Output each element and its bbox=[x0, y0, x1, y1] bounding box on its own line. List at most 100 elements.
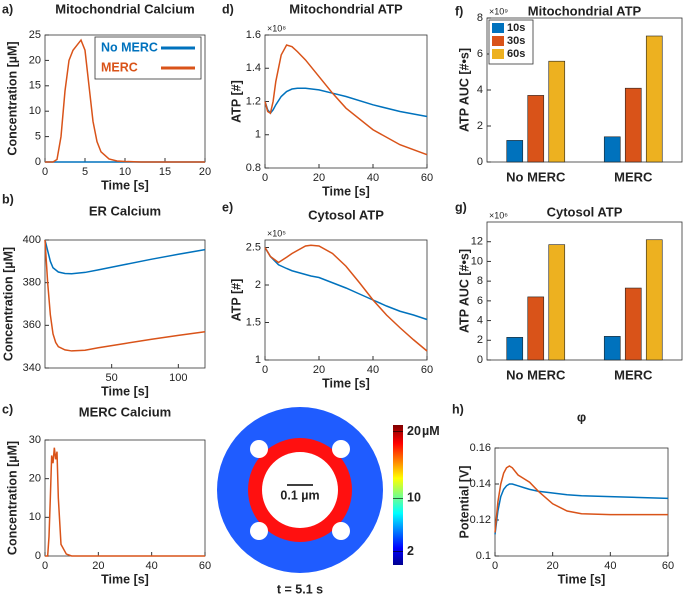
bar bbox=[527, 296, 545, 361]
bar bbox=[624, 87, 642, 163]
scale-bar-label: 0.1 µm bbox=[280, 488, 319, 502]
y-tick-label: 8 bbox=[477, 275, 483, 287]
axis-exponent: ×10⁵ bbox=[267, 228, 286, 238]
plot-frame bbox=[264, 34, 428, 169]
legend-label: No MERC bbox=[101, 40, 158, 54]
y-tick-label: 2 bbox=[477, 120, 483, 132]
y-tick-label: 380 bbox=[23, 277, 41, 289]
x-tick-label: 20 bbox=[199, 166, 211, 178]
y-tick-label: 0.12 bbox=[470, 514, 491, 526]
x-tick-label: 0 bbox=[262, 172, 268, 184]
x-tick-label: 0 bbox=[42, 560, 48, 572]
y-tick-label: 10 bbox=[29, 511, 41, 523]
bar bbox=[603, 136, 621, 163]
chart-title: Mitochondrial Calcium bbox=[55, 1, 194, 16]
y-tick-label: 0.16 bbox=[470, 442, 491, 454]
legend-swatch bbox=[492, 36, 504, 46]
chart-title: ER Calcium bbox=[89, 203, 161, 218]
x-axis-label: Time [s] bbox=[101, 572, 149, 586]
y-tick-label: 1.6 bbox=[246, 29, 261, 41]
time-caption: t = 5.1 s bbox=[277, 582, 323, 596]
bar bbox=[548, 60, 566, 163]
x-axis-label: Time [s] bbox=[101, 384, 149, 398]
y-axis-label: Concentration [µM] bbox=[1, 247, 15, 361]
y-tick-label: 5 bbox=[35, 131, 41, 143]
x-tick-label: 0 bbox=[492, 560, 498, 572]
x-tick-label: No MERC bbox=[506, 367, 566, 382]
axis-exponent: ×10⁸ bbox=[267, 23, 286, 33]
plot-frame bbox=[44, 439, 206, 557]
y-tick-label: 30 bbox=[29, 434, 41, 446]
legend-label: 60s bbox=[507, 48, 525, 60]
bar bbox=[527, 95, 545, 163]
x-tick-label: 10 bbox=[119, 166, 131, 178]
legend-label: MERC bbox=[101, 60, 138, 74]
y-tick-label: 6 bbox=[477, 295, 483, 307]
series-line bbox=[264, 44, 428, 156]
y-axis-label: Concentration [µM] bbox=[5, 41, 19, 155]
y-tick-label: 1.2 bbox=[246, 95, 261, 107]
series-line bbox=[45, 447, 205, 557]
chart-title: MERC Calcium bbox=[79, 404, 171, 419]
x-tick-label: 40 bbox=[146, 560, 158, 572]
y-tick-label: 2 bbox=[255, 279, 261, 291]
plot-frame bbox=[44, 239, 206, 369]
chart-title: Mitochondrial ATP bbox=[289, 1, 403, 16]
x-tick-label: 20 bbox=[313, 172, 325, 184]
y-tick-label: 4 bbox=[477, 314, 483, 326]
y-tick-label: 1.4 bbox=[246, 62, 261, 74]
x-tick-label: 40 bbox=[367, 172, 379, 184]
y-tick-label: 10 bbox=[471, 255, 483, 267]
x-axis-label: Time [s] bbox=[101, 178, 149, 192]
series-line bbox=[44, 239, 206, 352]
y-tick-label: 20 bbox=[29, 473, 41, 485]
colorbar-tick-label: 2 bbox=[407, 544, 414, 558]
series-line bbox=[44, 239, 206, 275]
y-tick-label: 400 bbox=[23, 234, 41, 246]
y-axis-label: ATP AUC [#•s] bbox=[457, 249, 471, 333]
y-tick-label: 340 bbox=[23, 362, 41, 374]
legend-label: 10s bbox=[507, 22, 525, 34]
panel-label: e) bbox=[222, 200, 233, 214]
chart-title: φ bbox=[577, 409, 586, 424]
y-axis-label: ATP [#] bbox=[229, 279, 243, 322]
panel-label: d) bbox=[222, 2, 234, 16]
y-tick-label: 1.5 bbox=[246, 316, 261, 328]
panel-label: h) bbox=[452, 402, 464, 416]
x-axis-label: Time [s] bbox=[322, 184, 370, 198]
y-tick-label: 360 bbox=[23, 319, 41, 331]
x-tick-label: 0 bbox=[42, 166, 48, 178]
y-tick-label: 0.14 bbox=[470, 478, 491, 490]
plot-frame bbox=[494, 447, 669, 557]
y-tick-label: 8 bbox=[477, 12, 483, 24]
y-tick-label: 12 bbox=[471, 236, 483, 248]
y-axis-label: Potential [V] bbox=[457, 466, 471, 539]
y-tick-label: 10 bbox=[29, 105, 41, 117]
series-line bbox=[264, 244, 428, 352]
x-tick-label: MERC bbox=[614, 367, 653, 382]
bar bbox=[645, 35, 663, 163]
ring-image bbox=[217, 407, 403, 573]
colorbar-unit: µM bbox=[422, 424, 440, 438]
x-tick-label: 20 bbox=[313, 364, 325, 376]
y-tick-label: 20 bbox=[29, 54, 41, 66]
x-axis-label: Time [s] bbox=[558, 572, 606, 586]
x-tick-label: 15 bbox=[159, 166, 171, 178]
x-axis-label: Time [s] bbox=[322, 376, 370, 390]
legend-box bbox=[94, 36, 202, 80]
x-tick-label: 60 bbox=[421, 364, 433, 376]
x-tick-label: 60 bbox=[662, 560, 674, 572]
y-tick-label: 4 bbox=[477, 84, 483, 96]
y-tick-label: 0.8 bbox=[246, 162, 261, 174]
bar bbox=[645, 239, 663, 361]
x-tick-label: 20 bbox=[547, 560, 559, 572]
legend-swatch bbox=[492, 23, 504, 33]
y-tick-label: 0 bbox=[477, 354, 483, 366]
panel-label: g) bbox=[455, 200, 467, 214]
y-tick-label: 2 bbox=[477, 334, 483, 346]
bar bbox=[624, 287, 642, 361]
bar bbox=[603, 336, 621, 361]
x-tick-label: MERC bbox=[614, 169, 653, 184]
panel-label: c) bbox=[2, 402, 13, 416]
